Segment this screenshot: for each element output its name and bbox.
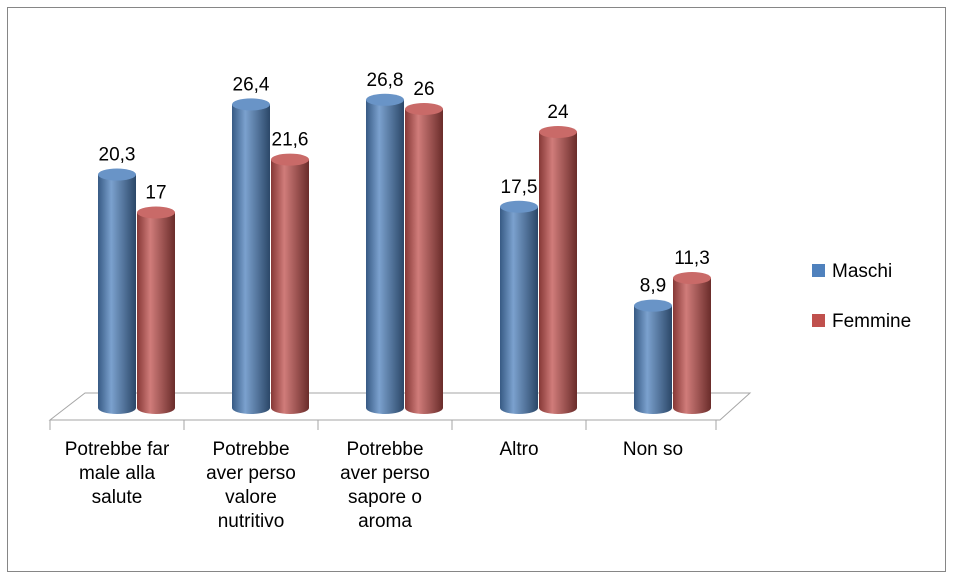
bar bbox=[271, 153, 309, 414]
data-label: 11,3 bbox=[674, 248, 710, 269]
data-label: 21,6 bbox=[272, 130, 309, 151]
bar-top bbox=[98, 168, 136, 181]
bar-body bbox=[673, 278, 711, 414]
bar-top bbox=[137, 206, 175, 219]
bar-body bbox=[232, 104, 270, 415]
bar-body bbox=[366, 99, 404, 415]
bar-body bbox=[405, 109, 443, 414]
bar-body bbox=[271, 159, 309, 414]
data-label: 26,8 bbox=[367, 70, 404, 91]
bar-top bbox=[366, 93, 404, 106]
bar-body bbox=[98, 174, 136, 414]
data-label: 26 bbox=[413, 79, 434, 100]
x-tick-label: Potrebbe aver perso sapore o aroma bbox=[340, 439, 430, 532]
x-tick-label: Potrebbe aver perso valore nutritivo bbox=[206, 439, 296, 532]
bar-top bbox=[539, 126, 577, 138]
x-tick-label: Non so bbox=[622, 439, 684, 460]
data-label: 26,4 bbox=[233, 74, 270, 95]
data-label: 17 bbox=[145, 183, 166, 204]
bar bbox=[137, 206, 175, 414]
bar bbox=[673, 272, 711, 414]
x-tick-label: Potrebbe far male alla salute bbox=[64, 439, 170, 508]
bar-top bbox=[271, 153, 309, 166]
legend-swatch bbox=[812, 314, 825, 327]
data-label: 20,3 bbox=[99, 145, 136, 166]
bar-body bbox=[634, 305, 672, 414]
bar-top bbox=[500, 200, 538, 213]
bar bbox=[539, 126, 577, 414]
bar-top bbox=[405, 103, 443, 115]
bar-body bbox=[539, 132, 577, 414]
legend-swatch bbox=[812, 264, 825, 277]
legend-label: Femmine bbox=[832, 311, 911, 332]
bar bbox=[98, 168, 136, 414]
x-tick-label: Altro bbox=[499, 439, 539, 460]
data-label: 17,5 bbox=[501, 177, 538, 198]
legend-label: Maschi bbox=[832, 261, 892, 282]
data-label: 24 bbox=[547, 102, 569, 123]
data-label: 8,9 bbox=[640, 276, 666, 297]
bar bbox=[405, 103, 443, 414]
bar-top bbox=[634, 299, 672, 312]
bar-body bbox=[500, 206, 538, 414]
bar bbox=[500, 200, 538, 414]
bar-top bbox=[673, 272, 711, 285]
bar-top bbox=[232, 98, 270, 111]
bar bbox=[366, 93, 404, 415]
bar-body bbox=[137, 212, 175, 414]
bar bbox=[232, 98, 270, 415]
bar bbox=[634, 299, 672, 414]
